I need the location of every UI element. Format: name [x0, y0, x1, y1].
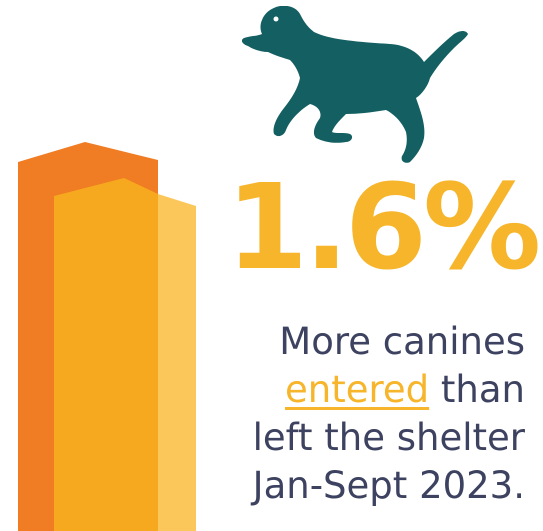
dog-eye — [273, 16, 279, 22]
caption-line-2-rest: than — [429, 368, 525, 411]
bar-front — [54, 178, 158, 531]
running-dog-icon — [241, 6, 468, 163]
caption-line-3: left the shelter — [252, 416, 525, 459]
stat-value: 1.6% — [226, 158, 541, 296]
caption-highlight: entered — [285, 368, 430, 411]
stat-caption: More canines entered than left the shelt… — [205, 318, 525, 510]
caption-line-4: Jan-Sept 2023. — [252, 464, 525, 507]
caption-line-2: entered than — [205, 366, 525, 414]
bar-front-side — [158, 194, 196, 531]
caption-line-1: More canines — [279, 320, 525, 363]
